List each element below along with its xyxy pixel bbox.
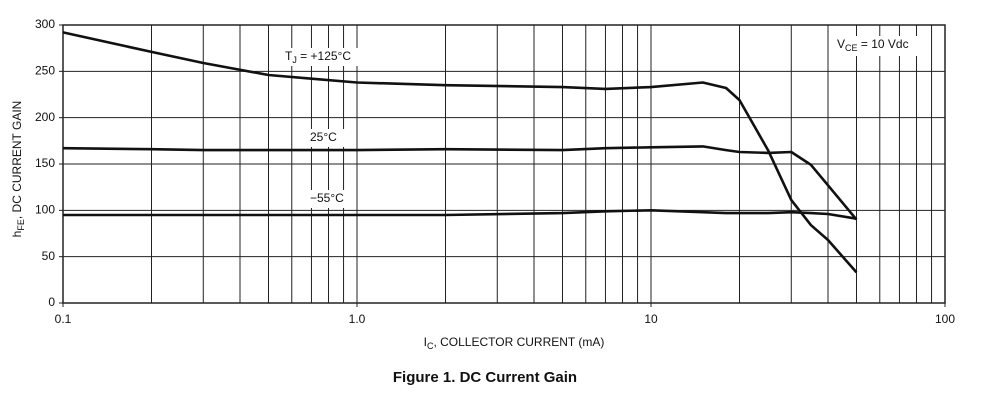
label-bg	[282, 48, 362, 66]
x-axis-label-part: I	[424, 335, 427, 349]
series-label: TJ = +125°C	[285, 49, 351, 65]
x-tick-label: 0.1	[55, 312, 72, 326]
y-axis-label-part: FE	[16, 219, 26, 231]
x-axis-label: IC, COLLECTOR CURRENT (mA)	[424, 335, 605, 351]
series-line	[63, 209, 857, 220]
series-label-part: −55°C	[310, 191, 344, 205]
x-tick-label: 100	[935, 312, 955, 326]
series-line	[62, 31, 858, 274]
series-label: 25°C	[310, 130, 337, 144]
annotation-part: CE	[845, 43, 858, 53]
series-label: −55°C	[310, 191, 344, 205]
label-bg	[307, 190, 349, 208]
x-tick-label: 10	[644, 312, 658, 326]
x-axis-label-part: , COLLECTOR CURRENT (mA)	[433, 335, 604, 349]
y-axis-label: hFE, DC CURRENT GAIN	[10, 101, 26, 238]
annotation-part: V	[837, 37, 845, 51]
y-tick-label: 100	[35, 203, 55, 217]
y-tick-label: 50	[42, 249, 56, 263]
series-label-part: J	[292, 55, 297, 65]
chart-title: Figure 1. DC Current Gain	[393, 369, 577, 386]
series-label-part: T	[285, 49, 293, 63]
annotation: VCE = 10 Vdc	[837, 37, 909, 53]
series-label-part: = +125°C	[297, 49, 352, 63]
y-axis-label-part: , DC CURRENT GAIN	[10, 101, 24, 219]
annotation-bg	[832, 36, 920, 56]
y-axis-label-part: h	[10, 231, 24, 238]
plot-frame	[62, 24, 946, 304]
y-tick-label: 0	[48, 295, 55, 309]
y-tick-label: 250	[35, 64, 55, 78]
y-tick-label: 200	[35, 110, 55, 124]
annotation-part: = 10 Vdc	[858, 37, 909, 51]
label-bg	[307, 129, 349, 147]
series-line	[62, 145, 858, 221]
x-axis-label-part: C	[427, 341, 434, 351]
x-tick-label: 1.0	[349, 312, 366, 326]
y-tick-label: 300	[35, 17, 55, 31]
series-label-part: 25°C	[310, 130, 337, 144]
y-tick-label: 150	[35, 156, 55, 170]
